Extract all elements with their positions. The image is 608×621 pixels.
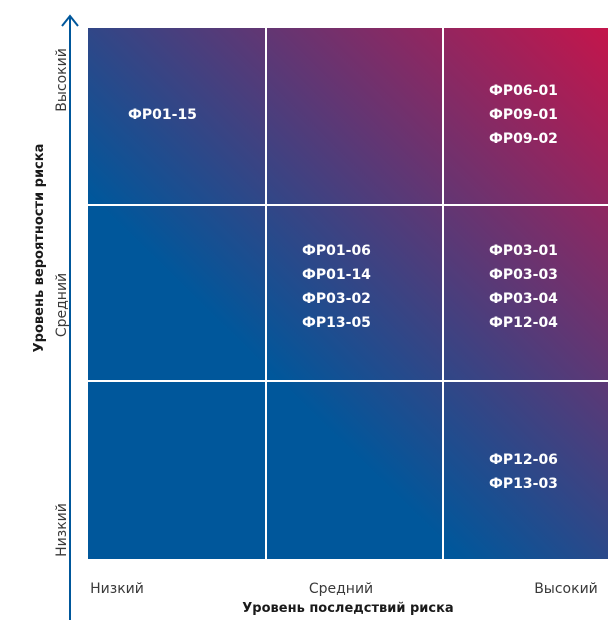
y-tick-labels: Низкий Средний Высокий: [54, 48, 70, 557]
y-tick-label: Низкий: [54, 503, 70, 557]
risk-code-label: ФР03-04: [489, 291, 558, 307]
y-tick-label: Высокий: [54, 48, 70, 112]
risk-code-label: ФР09-02: [489, 131, 558, 147]
risk-code-label: ФР12-04: [489, 315, 558, 331]
matrix-cell: ФР03-01 ФР03-03 ФР03-04 ФР12-04: [489, 243, 558, 331]
x-tick-label: Средний: [309, 581, 373, 597]
matrix-background: [88, 28, 608, 559]
matrix-cell: ФР06-01 ФР09-01 ФР09-02: [489, 83, 558, 147]
matrix-cell: ФР01-15: [128, 107, 197, 123]
risk-code-label: ФР09-01: [489, 107, 558, 123]
risk-code-label: ФР13-03: [489, 476, 558, 492]
matrix-cells: ФР01-15ФР06-01ФР09-01ФР09-02ФР01-06ФР01-…: [128, 83, 558, 492]
y-tick-label: Средний: [54, 273, 70, 337]
risk-code-label: ФР03-03: [489, 267, 558, 283]
risk-code-label: ФР06-01: [489, 83, 558, 99]
risk-code-label: ФР01-14: [302, 267, 371, 283]
x-tick-label: Высокий: [534, 581, 598, 597]
matrix-cell: ФР12-06 ФР13-03: [489, 452, 558, 492]
risk-code-label: ФР01-06: [302, 243, 371, 259]
risk-code-label: ФР13-05: [302, 315, 371, 331]
y-axis-arrow: [61, 14, 79, 27]
x-tick-label: Низкий: [90, 581, 144, 597]
x-axis-title: Уровень последствий риска: [242, 601, 453, 616]
risk-code-label: ФР01-15: [128, 107, 197, 123]
matrix-cell: ФР01-06 ФР01-14 ФР03-02 ФР13-05: [302, 243, 371, 331]
risk-code-label: ФР12-06: [489, 452, 558, 468]
risk-code-label: ФР03-01: [489, 243, 558, 259]
risk-code-label: ФР03-02: [302, 291, 371, 307]
y-axis-title: Уровень вероятности риска: [32, 144, 47, 353]
grid-lines: [88, 28, 608, 559]
x-tick-labels: Низкий Средний Высокий: [90, 581, 598, 597]
